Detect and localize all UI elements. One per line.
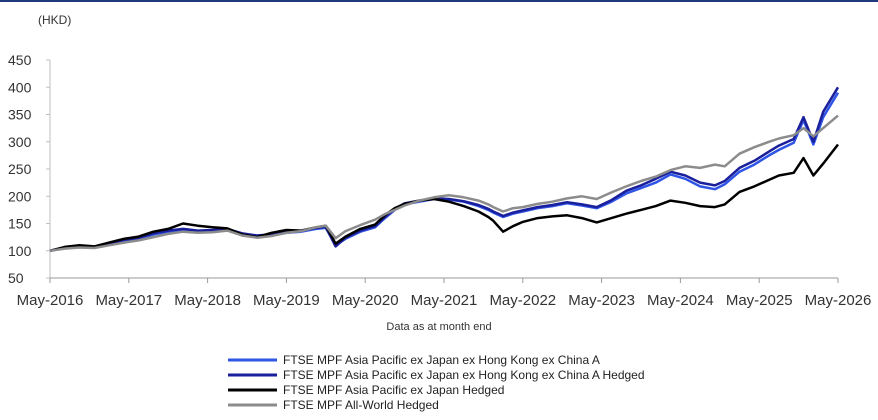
y-tick-label: 400 (8, 79, 32, 95)
y-tick-label: 50 (8, 270, 24, 286)
x-tick-label: May-2022 (489, 292, 556, 309)
data-note: Data as at month end (386, 321, 491, 333)
unit-label: (HKD) (38, 13, 71, 27)
series-line-4 (49, 114, 839, 253)
legend-label-1: FTSE MPF Asia Pacific ex Japan ex Hong K… (283, 353, 600, 367)
x-tick-label: May-2021 (411, 292, 478, 309)
x-tick-label: May-2017 (95, 292, 162, 309)
x-tick-label: May-2025 (726, 292, 793, 309)
x-tick-label: May-2024 (647, 292, 714, 309)
top-rule (0, 0, 878, 2)
y-axis-ticks: 50 100 150 200 250 300 350 400 450 (8, 52, 50, 286)
axes (49, 60, 838, 279)
legend: FTSE MPF Asia Pacific ex Japan ex Hong K… (228, 353, 645, 412)
y-tick-label: 250 (8, 161, 32, 177)
y-tick-label: 300 (8, 134, 32, 150)
x-axis-ticks: May-2016 May-2017 May-2018 May-2019 May-2020… (17, 278, 872, 309)
series-line-3 (49, 143, 839, 253)
legend-label-2: FTSE MPF Asia Pacific ex Japan ex Hong K… (283, 368, 645, 382)
y-tick-label: 200 (8, 188, 32, 204)
y-tick-label: 450 (8, 52, 32, 68)
x-tick-label: May-2026 (805, 292, 872, 309)
legend-label-3: FTSE MPF Asia Pacific ex Japan Hedged (283, 383, 504, 397)
x-tick-label: May-2020 (332, 292, 399, 309)
x-tick-label: May-2016 (17, 292, 84, 309)
legend-label-4: FTSE MPF All-World Hedged (283, 398, 439, 412)
x-tick-label: May-2019 (253, 292, 320, 309)
x-tick-label: May-2018 (174, 292, 241, 309)
series-line-1 (49, 92, 840, 253)
series-line-2 (49, 86, 840, 253)
series-lines (49, 86, 840, 253)
y-tick-label: 150 (8, 216, 32, 232)
y-tick-label: 350 (8, 107, 32, 123)
x-tick-label: May-2023 (568, 292, 635, 309)
y-tick-label: 100 (8, 243, 32, 259)
